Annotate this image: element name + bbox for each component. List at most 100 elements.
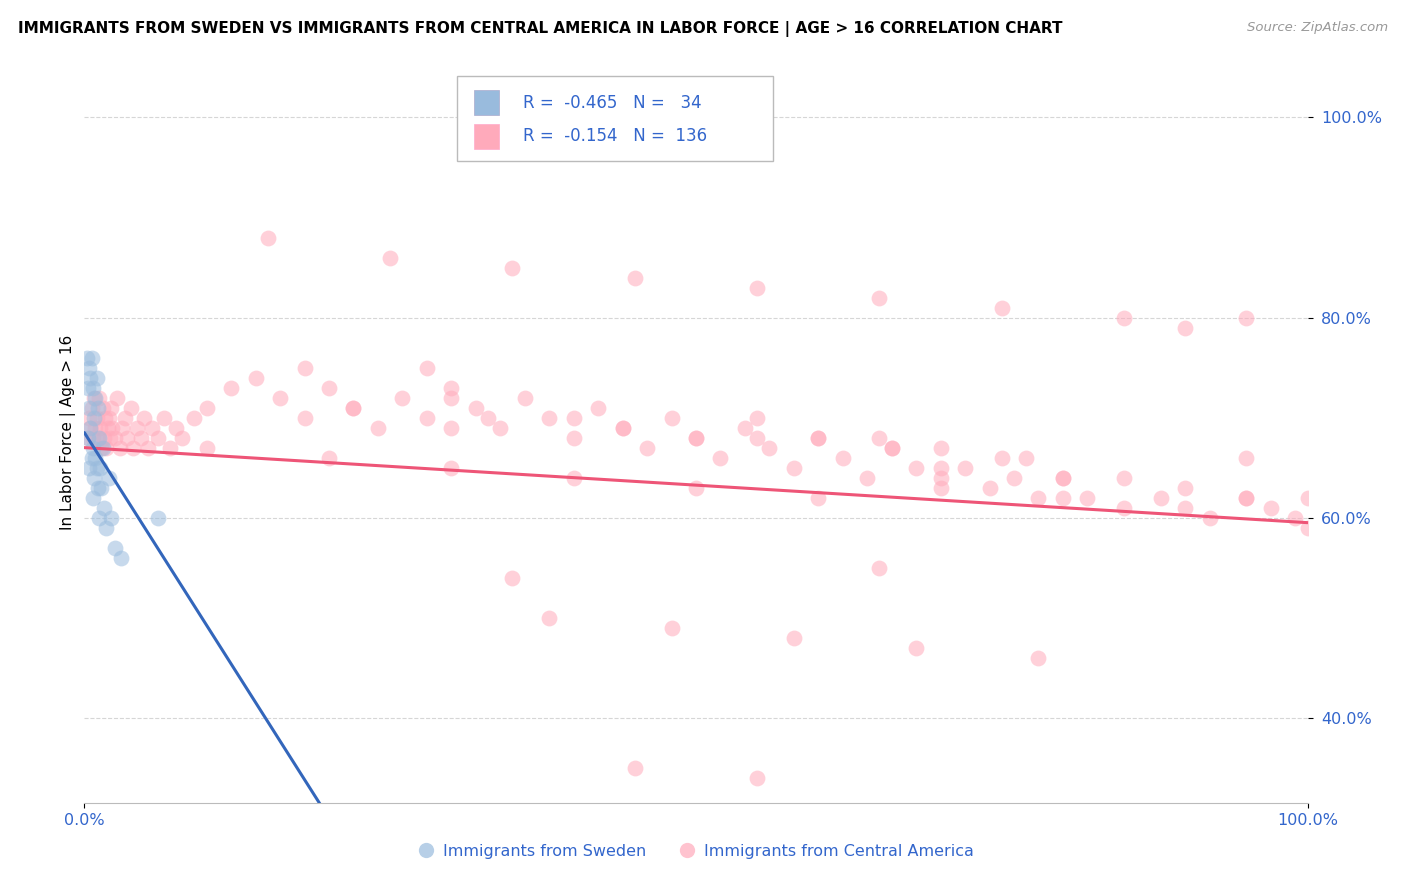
Point bbox=[380, 251, 402, 265]
Point bbox=[83, 410, 105, 425]
Point bbox=[440, 420, 463, 434]
Point bbox=[80, 401, 103, 415]
Point bbox=[1002, 470, 1025, 484]
Point bbox=[929, 470, 952, 484]
Text: R =  -0.154   N =  136: R = -0.154 N = 136 bbox=[523, 128, 707, 145]
Point bbox=[91, 401, 114, 415]
Point bbox=[97, 410, 120, 425]
Point bbox=[1052, 470, 1074, 484]
Point bbox=[80, 450, 103, 465]
Point bbox=[1236, 310, 1258, 325]
Point bbox=[807, 431, 830, 445]
Point bbox=[489, 420, 512, 434]
Point bbox=[391, 391, 413, 405]
Point bbox=[101, 420, 124, 434]
Point bbox=[82, 491, 104, 505]
Point bbox=[1114, 310, 1136, 325]
Point bbox=[87, 431, 110, 445]
Point bbox=[105, 391, 128, 405]
Point bbox=[195, 441, 218, 455]
Point bbox=[77, 431, 100, 445]
Point bbox=[612, 420, 634, 434]
Text: R =  -0.465   N =   34: R = -0.465 N = 34 bbox=[523, 94, 702, 112]
Point bbox=[538, 410, 561, 425]
Point bbox=[77, 401, 100, 415]
Point bbox=[97, 470, 120, 484]
Point bbox=[1198, 510, 1220, 524]
Point bbox=[1260, 500, 1282, 515]
Point bbox=[342, 401, 364, 415]
Point bbox=[82, 381, 104, 395]
Point bbox=[905, 460, 928, 475]
Point bbox=[89, 460, 111, 475]
Point bbox=[82, 431, 104, 445]
Point bbox=[159, 441, 181, 455]
Point bbox=[93, 500, 115, 515]
Point bbox=[869, 431, 891, 445]
Point bbox=[929, 441, 952, 455]
Point bbox=[141, 420, 163, 434]
Point bbox=[269, 391, 291, 405]
Point bbox=[98, 431, 121, 445]
Point bbox=[84, 450, 107, 465]
Point bbox=[87, 481, 110, 495]
Point bbox=[165, 420, 187, 434]
Point bbox=[87, 391, 110, 405]
Point bbox=[1150, 491, 1173, 505]
Point bbox=[685, 431, 707, 445]
Point bbox=[624, 270, 647, 285]
Point bbox=[807, 431, 830, 445]
Point bbox=[747, 431, 769, 445]
Point bbox=[79, 420, 101, 434]
Y-axis label: In Labor Force | Age > 16: In Labor Force | Age > 16 bbox=[60, 335, 76, 530]
Point bbox=[125, 420, 148, 434]
Point bbox=[929, 460, 952, 475]
Point bbox=[87, 401, 110, 415]
Point bbox=[100, 510, 122, 524]
Point bbox=[783, 460, 806, 475]
Point bbox=[624, 761, 647, 775]
Point bbox=[979, 481, 1001, 495]
Point bbox=[1015, 450, 1038, 465]
Point bbox=[747, 410, 769, 425]
Point bbox=[1052, 491, 1074, 505]
Point bbox=[104, 431, 127, 445]
Point bbox=[146, 431, 169, 445]
Point bbox=[880, 441, 903, 455]
Point bbox=[77, 460, 100, 475]
Point bbox=[294, 360, 316, 375]
Point bbox=[1236, 450, 1258, 465]
Point bbox=[114, 410, 136, 425]
Point bbox=[1028, 650, 1050, 665]
Point bbox=[195, 401, 218, 415]
Point bbox=[562, 410, 585, 425]
Point bbox=[77, 431, 100, 445]
Point bbox=[367, 420, 389, 434]
Point bbox=[831, 450, 853, 465]
Point bbox=[856, 470, 879, 484]
Point bbox=[1284, 510, 1306, 524]
Point bbox=[80, 351, 103, 365]
Point bbox=[416, 360, 439, 375]
Point bbox=[245, 370, 267, 384]
Point bbox=[129, 431, 152, 445]
Point bbox=[612, 420, 634, 434]
Point bbox=[991, 450, 1014, 465]
Point bbox=[880, 441, 903, 455]
Point bbox=[1296, 521, 1319, 535]
Point bbox=[318, 450, 340, 465]
Point bbox=[636, 441, 658, 455]
Point bbox=[747, 280, 769, 294]
Point bbox=[86, 410, 108, 425]
Point bbox=[77, 381, 100, 395]
Point bbox=[96, 521, 118, 535]
Point bbox=[661, 621, 683, 635]
Point bbox=[562, 431, 585, 445]
Point bbox=[1296, 491, 1319, 505]
Point bbox=[94, 410, 117, 425]
Point bbox=[257, 230, 280, 244]
Point bbox=[89, 420, 111, 434]
Point bbox=[87, 431, 110, 445]
Point bbox=[1236, 491, 1258, 505]
Point bbox=[1052, 470, 1074, 484]
